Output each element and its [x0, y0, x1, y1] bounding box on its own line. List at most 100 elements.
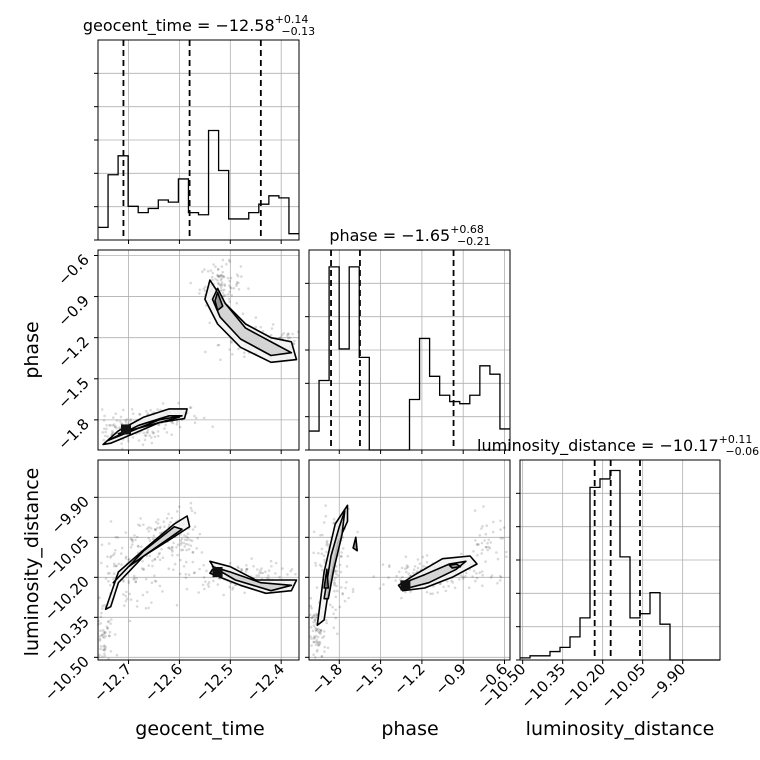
sample-point [313, 618, 317, 621]
sample-point [106, 572, 110, 575]
sample-point [193, 421, 197, 425]
sample-point [460, 552, 463, 556]
sample-point [98, 639, 102, 642]
sample-point [127, 557, 131, 561]
sample-point [102, 631, 106, 634]
sample-point [315, 650, 319, 653]
sample-point [131, 538, 134, 541]
sample-point [102, 438, 106, 442]
sample-point [219, 274, 223, 277]
sample-point [381, 563, 385, 566]
sample-point [100, 561, 103, 565]
sample-point [289, 569, 293, 573]
sample-point [138, 413, 142, 416]
sample-point [237, 566, 240, 570]
sample-point [287, 332, 290, 336]
sample-point [447, 584, 450, 588]
sample-point [204, 304, 208, 307]
sample-point [102, 419, 106, 422]
sample-point [291, 332, 294, 336]
contour-level-2 [112, 525, 183, 584]
sample-point [104, 645, 107, 649]
sample-point [136, 599, 139, 603]
sample-point [505, 550, 508, 554]
sample-point [103, 603, 106, 607]
sample-point [334, 595, 338, 599]
sample-point [124, 599, 128, 603]
sample-point [167, 546, 171, 550]
sample-point [218, 274, 222, 278]
sample-point [489, 576, 493, 579]
sample-point [128, 419, 132, 423]
sample-point [189, 501, 193, 505]
sample-point [108, 424, 111, 427]
sample-point [475, 572, 478, 575]
sample-point [153, 558, 157, 561]
sample-point [351, 590, 355, 594]
sample-point [142, 567, 145, 571]
sample-point [120, 442, 123, 445]
x-tick-label: −12.4 [243, 660, 288, 705]
x-tick-label: −9.90 [644, 660, 689, 705]
sample-point [235, 273, 239, 276]
sample-point [109, 650, 113, 653]
sample-point [214, 265, 217, 269]
sample-point [245, 564, 248, 567]
sample-point [105, 424, 108, 427]
sample-point [103, 648, 106, 651]
sample-point [114, 565, 118, 568]
grid [98, 250, 299, 450]
sample-point [490, 574, 494, 577]
sample-point [315, 612, 318, 616]
sample-point [309, 635, 312, 638]
sample-point [315, 638, 319, 642]
sample-point [149, 527, 153, 530]
sample-point [188, 406, 192, 409]
sample-point [378, 587, 382, 590]
sample-point [132, 577, 136, 581]
sample-point [142, 431, 146, 435]
sample-point [312, 614, 315, 618]
sample-point [179, 543, 183, 546]
sample-point [154, 580, 158, 583]
x-tick-label: −1.5 [349, 660, 387, 698]
sample-point [154, 520, 158, 524]
sample-point [405, 570, 408, 574]
sample-point [240, 568, 244, 572]
sample-point [211, 278, 214, 282]
axes-frame [97, 249, 300, 451]
sample-point [320, 655, 324, 658]
sample-point [171, 553, 174, 557]
title-lower: −0.21 [457, 235, 491, 248]
sample-point [336, 632, 339, 636]
x-tick-label: −10.05 [598, 660, 650, 712]
sample-point [179, 539, 183, 542]
title-luminosity-distance: luminosity_distance = −10.17+0.11 −0.06 [477, 433, 759, 458]
sample-point [475, 543, 479, 546]
x-tick-label: −12.5 [192, 660, 237, 705]
contour-level-1 [204, 279, 298, 364]
sample-point [477, 543, 481, 546]
sample-point [156, 555, 159, 559]
sample-point [484, 532, 488, 536]
sample-point [336, 574, 340, 577]
sample-point [499, 528, 502, 531]
sample-point [246, 567, 249, 571]
sample-point [139, 517, 142, 520]
sample-point [176, 553, 179, 557]
panel-luminosity-distance-vs-phase: −1.8 −1.5 −1.2 −0.9 −0.6 [305, 459, 511, 699]
sample-point [473, 509, 477, 512]
panel-phase-vs-geocent-time: −1.8−1.5−1.2−0.9−0.6 [54, 249, 300, 454]
sample-point [239, 265, 243, 268]
sample-point [185, 560, 188, 564]
sample-point [228, 348, 231, 351]
sample-point [198, 567, 201, 571]
contours [102, 279, 298, 446]
sample-point [197, 591, 200, 594]
sample-point [102, 628, 105, 632]
sample-point [487, 545, 490, 549]
sample-point [115, 564, 118, 567]
sample-point [137, 545, 140, 548]
sample-point [165, 431, 169, 434]
sample-point [499, 519, 502, 523]
